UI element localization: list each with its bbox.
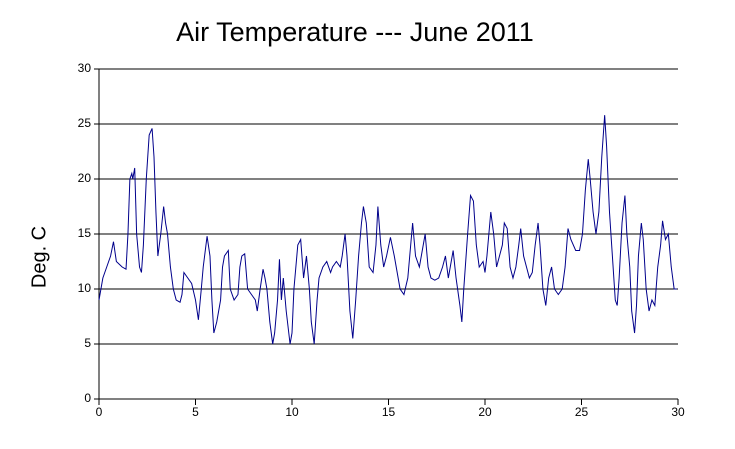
x-tick-label: 20 (478, 405, 492, 419)
x-tick-label: 10 (285, 405, 299, 419)
x-tick-label: 15 (382, 405, 396, 419)
y-tick-label: 15 (78, 226, 92, 240)
chart-title: Air Temperature --- June 2011 (176, 17, 534, 47)
x-tick-label: 5 (192, 405, 199, 419)
y-tick-label: 25 (78, 116, 92, 130)
data-line (98, 115, 678, 345)
y-tick-label: 10 (78, 281, 92, 295)
y-tick-label: 5 (84, 336, 91, 350)
x-tick-label: 30 (671, 405, 685, 419)
y-tick-label: 0 (84, 391, 91, 405)
y-axis-label: Deg. C (28, 226, 50, 288)
y-tick-label: 20 (78, 171, 92, 185)
x-tick-label: 25 (575, 405, 589, 419)
x-tick-label: 0 (96, 405, 103, 419)
y-tick-label: 30 (78, 61, 92, 75)
